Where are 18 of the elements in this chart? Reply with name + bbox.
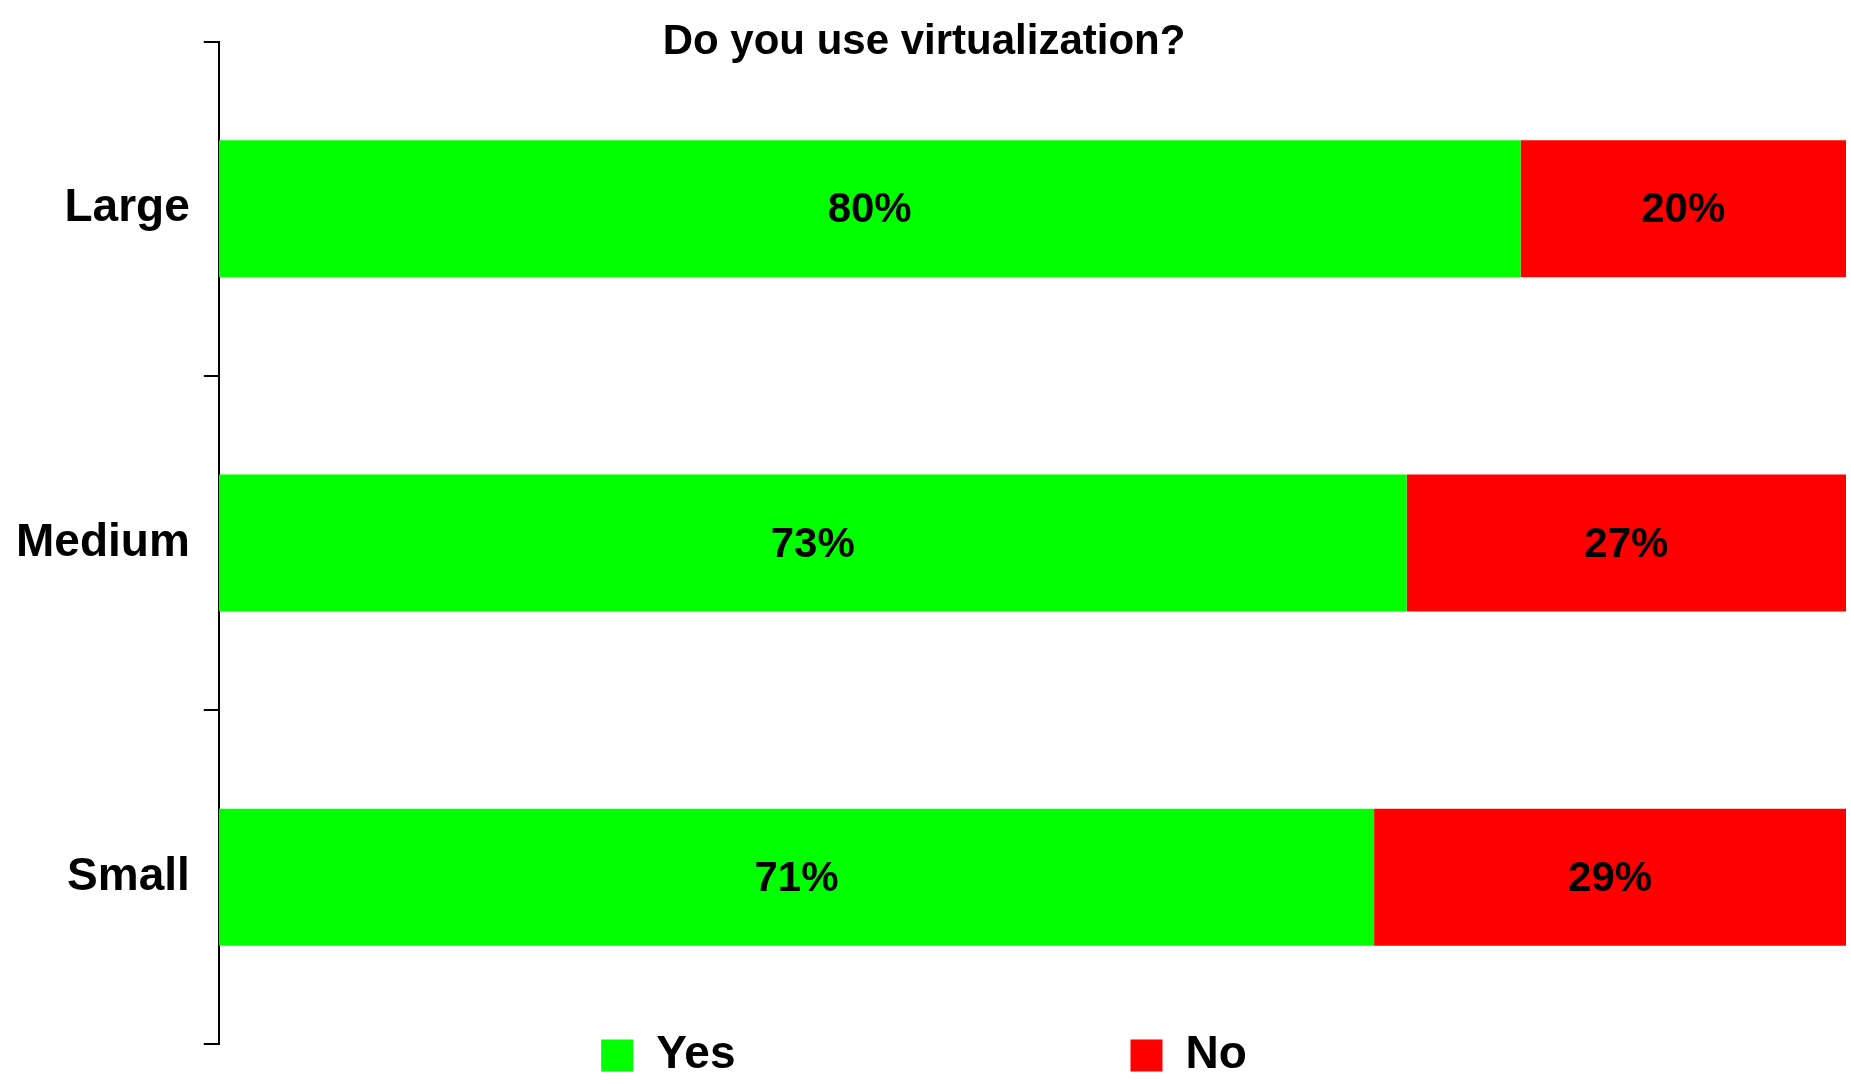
chart-title: Do you use virtualization? [662,15,1186,63]
bar [1374,808,1846,946]
data-label: 80% [827,184,912,232]
legend-label: No [1185,1026,1247,1079]
bar [218,474,1407,612]
bar [218,808,1375,946]
data-label: 73% [770,518,855,566]
data-label: 27% [1584,518,1669,566]
y-tick-label: Large [64,179,190,232]
bar [1406,474,1846,612]
bar [218,140,1521,278]
data-label: 20% [1641,184,1726,232]
y-tick-label: Small [67,847,190,900]
legend-label: Yes [656,1026,736,1079]
bar [1520,140,1846,278]
data-label: 71% [754,852,839,900]
data-label: 29% [1568,852,1653,900]
y-tick-label: Medium [16,513,190,566]
